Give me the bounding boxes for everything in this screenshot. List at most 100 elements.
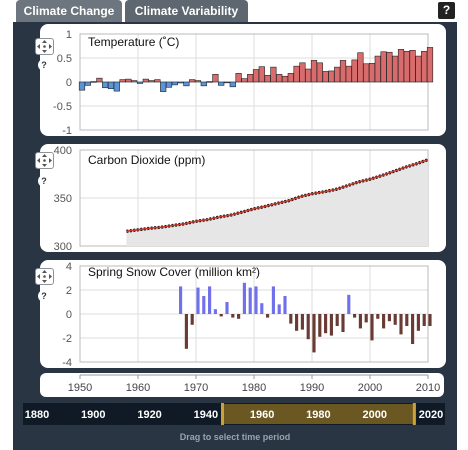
temperature-bar <box>183 81 190 87</box>
timeline-selection <box>221 404 416 424</box>
snow-chart: -4 -2 0 2 4 Spring Snow Cover (million km²) <box>62 261 432 369</box>
co2-area <box>126 159 429 246</box>
snow-bar <box>277 304 281 314</box>
snow-bar <box>300 314 304 330</box>
snow-bar <box>260 303 264 314</box>
temperature-bar <box>415 55 422 83</box>
timeline-svg[interactable]: 1880 1900 1920 1940 1960 1980 2000 2020 <box>23 403 445 425</box>
chart-title: Spring Snow Cover (million km²) <box>88 265 260 279</box>
temperature-bar <box>252 69 260 83</box>
snow-bar <box>411 314 415 344</box>
temperature-bar <box>223 81 231 84</box>
timeline-selector[interactable]: 1880 1900 1920 1940 1960 1980 2000 2020 <box>23 403 445 425</box>
snow-bar <box>248 287 252 314</box>
snow-bar <box>382 314 386 329</box>
temperature-bar <box>281 75 289 83</box>
snow-bar <box>329 314 333 336</box>
x-tick-label: 1950 <box>68 382 92 394</box>
temperature-help-icon[interactable]: ? <box>38 59 50 71</box>
temperature-bar <box>171 81 178 86</box>
temperature-bar <box>160 81 167 92</box>
temperature-bar <box>247 74 254 83</box>
temperature-chart: -1 -0.5 0 0.5 1 Temperature (˚C) <box>53 29 434 137</box>
snow-bar <box>358 314 362 329</box>
x-tick-label: 1990 <box>300 382 324 394</box>
snow-bar <box>422 314 426 326</box>
temperature-bar <box>235 73 242 83</box>
timeline-year-label: 1940 <box>194 409 218 421</box>
temperature-bar <box>84 81 91 86</box>
chart-title: Carbon Dioxide (ppm) <box>88 153 205 167</box>
temperature-bar <box>287 73 294 83</box>
temperature-bar <box>189 79 196 83</box>
snow-bar <box>324 314 328 334</box>
co2-help-icon[interactable]: ? <box>38 175 50 187</box>
temperature-bar <box>328 70 335 83</box>
y-tick-label: 0 <box>66 309 72 321</box>
temperature-bar <box>136 81 144 84</box>
timeline-handle-right <box>412 403 416 425</box>
plot-border <box>79 265 429 363</box>
temperature-bar <box>131 80 138 83</box>
temperature-bar <box>78 81 86 91</box>
snow-bar <box>428 314 432 326</box>
temperature-bar <box>102 81 109 89</box>
snow-bar <box>364 314 368 323</box>
temperature-bar <box>397 49 405 83</box>
snow-bar <box>312 314 316 353</box>
temperature-bar <box>270 66 277 83</box>
help-icon[interactable]: ? <box>438 2 455 19</box>
snow-bar <box>306 314 310 340</box>
temperature-bar <box>113 81 120 92</box>
temperature-bar <box>345 65 352 83</box>
tab-climate-change[interactable]: Climate Change <box>16 0 122 22</box>
temperature-bar <box>357 52 364 83</box>
temperature-bar <box>310 60 318 83</box>
timeline-year-label: 1980 <box>306 409 330 421</box>
snow-bar <box>353 314 357 318</box>
timeline-year-label: 1880 <box>25 409 49 421</box>
y-tick-label: 300 <box>54 241 72 252</box>
pan-icon[interactable] <box>35 38 54 55</box>
tab-climate-variability[interactable]: Climate Variability <box>125 0 248 22</box>
temperature-bar <box>119 79 126 83</box>
temperature-bar <box>380 51 387 83</box>
x-tick-label: 2000 <box>358 382 382 394</box>
snow-bar <box>271 286 275 314</box>
temperature-bar <box>293 65 300 83</box>
temperature-bar <box>392 55 399 83</box>
snow-help-icon[interactable]: ? <box>38 290 50 302</box>
snow-bar <box>416 314 420 331</box>
snow-bar <box>295 314 299 331</box>
snow-bar <box>387 314 391 322</box>
timeline-year-label: 2000 <box>362 409 386 421</box>
temperature-bar <box>200 81 207 87</box>
snow-bar <box>237 314 241 319</box>
snow-bar <box>225 302 229 314</box>
x-tick-label: 1980 <box>242 382 266 394</box>
snow-bar <box>283 296 287 314</box>
temperature-bar <box>322 71 329 83</box>
snow-bar <box>184 314 188 349</box>
co2-chart: 300 350 400 Carbon Dioxide (ppm) <box>54 145 429 253</box>
temperature-bar <box>125 78 132 83</box>
temperature-bar <box>386 51 393 83</box>
y-tick-label: 4 <box>66 261 72 273</box>
temperature-bar <box>229 81 236 88</box>
temperature-bar <box>177 81 184 84</box>
y-tick-label: 0.5 <box>57 53 72 65</box>
snow-card: -4 -2 0 2 4 Spring Snow Cover (million km²) <box>40 260 446 369</box>
chart-title: Temperature (˚C) <box>88 35 179 49</box>
y-tick-label: 0 <box>66 77 72 89</box>
x-axis-ticks: 1950 1960 1970 1980 1990 2000 2010 <box>68 374 440 394</box>
snow-bar <box>196 287 200 314</box>
y-tick-label: -4 <box>62 357 72 368</box>
temperature-bar <box>241 78 248 83</box>
temperature-bar <box>90 81 97 83</box>
temperature-bar <box>426 47 434 83</box>
pan-icon[interactable] <box>35 268 54 285</box>
pan-icon[interactable] <box>35 152 54 169</box>
timeline-year-label: 1900 <box>81 409 105 421</box>
snow-bar <box>405 314 409 326</box>
